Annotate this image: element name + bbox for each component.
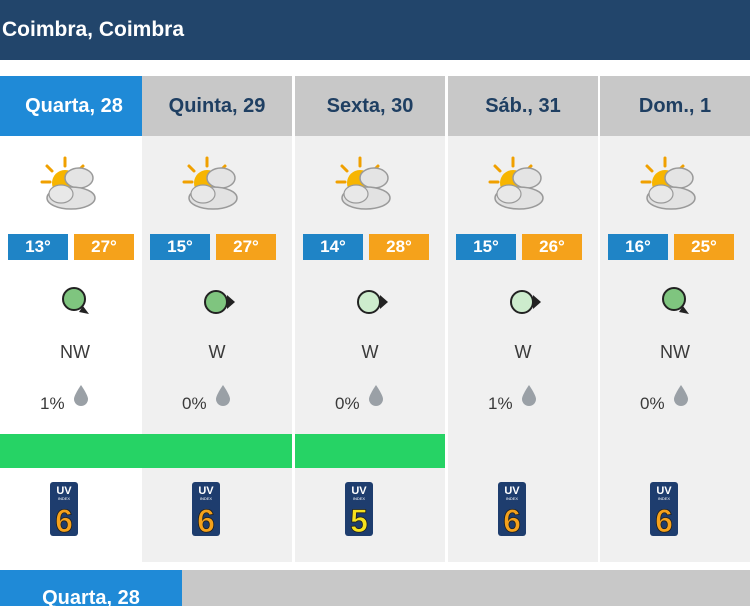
wind-direction: NW <box>60 342 90 362</box>
rain-percent: 0% <box>335 394 360 413</box>
min-temperature: 15° <box>150 234 210 260</box>
wind-direction-icon <box>357 290 388 314</box>
wind-direction: NW <box>660 342 690 362</box>
status-bar <box>295 434 445 468</box>
uv-sublabel: INDEX <box>506 496 519 501</box>
wind-direction-icon <box>62 287 89 314</box>
status-bar <box>0 434 150 468</box>
partly-cloudy-icon <box>640 156 696 210</box>
rain-percent: 1% <box>40 394 65 413</box>
max-temperature: 26° <box>522 234 582 260</box>
day-column-2[interactable]: Sexta, 30 14° 28° W 0% <box>295 76 445 562</box>
uv-index-icon: UV INDEX 5 <box>345 482 373 536</box>
day-tab[interactable]: Sáb., 31 <box>448 76 598 136</box>
day-column-4[interactable]: Dom., 1 16° 25° NW 0% <box>600 76 750 562</box>
wind-direction: W <box>208 342 226 362</box>
day-tab[interactable]: Quinta, 29 <box>142 76 292 136</box>
min-temperature: 13° <box>8 234 68 260</box>
day-column-0[interactable]: Quarta, 28 13° 27° NW 1% <box>0 76 150 562</box>
raindrop-icon <box>74 385 88 406</box>
day-tab[interactable]: Dom., 1 <box>600 76 750 136</box>
uv-index-icon: UV INDEX 6 <box>498 482 526 536</box>
partly-cloudy-icon <box>40 156 96 210</box>
forecast-days: Quarta, 28 13° 27° NW 1% <box>0 76 750 562</box>
partly-cloudy-icon <box>488 156 544 210</box>
day-tab[interactable]: Quarta, 28 <box>0 76 148 136</box>
min-temperature: 16° <box>608 234 668 260</box>
uv-label: UV <box>656 485 672 497</box>
uv-value: 6 <box>503 503 521 536</box>
uv-value: 6 <box>197 503 215 536</box>
max-temperature: 25° <box>674 234 734 260</box>
rain-percent: 0% <box>640 394 665 413</box>
uv-label: UV <box>504 485 520 497</box>
raindrop-icon <box>216 385 230 406</box>
uv-sublabel: INDEX <box>353 496 366 501</box>
uv-index-icon: UV INDEX 6 <box>50 482 78 536</box>
day-column-1[interactable]: Quinta, 29 15° 27° W 0% <box>142 76 292 562</box>
status-bar <box>142 434 292 468</box>
min-temperature: 14° <box>303 234 363 260</box>
wind-direction: W <box>361 342 379 362</box>
raindrop-icon <box>522 385 536 406</box>
uv-sublabel: INDEX <box>200 496 213 501</box>
wind-direction: W <box>514 342 532 362</box>
raindrop-icon <box>369 385 383 406</box>
bottom-tab-strip <box>182 570 750 606</box>
rain-percent: 1% <box>488 394 513 413</box>
uv-value: 6 <box>655 503 673 536</box>
uv-value: 6 <box>55 503 73 536</box>
partly-cloudy-icon <box>335 156 391 210</box>
max-temperature: 28° <box>369 234 429 260</box>
wind-direction-icon <box>204 290 235 314</box>
uv-sublabel: INDEX <box>58 496 71 501</box>
uv-sublabel: INDEX <box>658 496 671 501</box>
max-temperature: 27° <box>216 234 276 260</box>
wind-direction-icon <box>662 287 689 314</box>
uv-index-icon: UV INDEX 6 <box>650 482 678 536</box>
day-column-3[interactable]: Sáb., 31 15° 26° W 1% <box>448 76 598 562</box>
rain-probability: 0% <box>142 380 292 416</box>
rain-percent: 0% <box>182 394 207 413</box>
uv-label: UV <box>351 485 367 497</box>
wind-direction-icon <box>510 290 541 314</box>
location-header: Coimbra, Coimbra <box>0 0 750 60</box>
rain-probability: 0% <box>295 380 445 416</box>
rain-probability: 1% <box>448 380 598 416</box>
uv-label: UV <box>198 485 214 497</box>
max-temperature: 27° <box>74 234 134 260</box>
uv-value: 5 <box>350 503 368 536</box>
raindrop-icon <box>674 385 688 406</box>
uv-label: UV <box>56 485 72 497</box>
rain-probability: 0% <box>600 380 750 416</box>
day-tab[interactable]: Sexta, 30 <box>295 76 445 136</box>
partly-cloudy-icon <box>182 156 238 210</box>
min-temperature: 15° <box>456 234 516 260</box>
rain-probability: 1% <box>0 380 150 416</box>
uv-index-icon: UV INDEX 6 <box>192 482 220 536</box>
bottom-day-tab[interactable]: Quarta, 28 <box>0 570 182 606</box>
